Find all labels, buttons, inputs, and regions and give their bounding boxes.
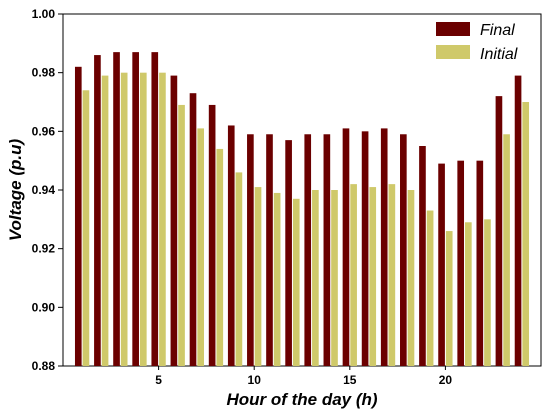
- bar-initial-hour-2: [101, 75, 109, 366]
- x-tick-label: 10: [248, 373, 262, 387]
- bar-final-hour-3: [113, 52, 120, 366]
- bar-final-hour-24: [514, 75, 522, 366]
- bar-initial-hour-7: [197, 128, 204, 366]
- y-axis: 0.88 0.90 0.92 0.94 0.96 0.98 1.00: [32, 7, 63, 373]
- x-axis: 5 10 15 20: [155, 366, 452, 387]
- bar-final-hour-7: [189, 93, 197, 366]
- bar-initial-hour-10: [254, 187, 262, 366]
- bar-initial-hour-22: [484, 219, 491, 366]
- x-tick-label: 5: [155, 373, 162, 387]
- bar-initial-hour-5: [159, 72, 166, 367]
- y-tick-label: 0.98: [32, 66, 56, 80]
- bar-initial-hour-8: [216, 148, 224, 366]
- x-axis-label: Hour of the day (h): [226, 390, 377, 409]
- bar-final-hour-14: [323, 134, 331, 366]
- bar-final-hour-15: [342, 128, 350, 366]
- bar-final-hour-13: [304, 134, 312, 366]
- bar-initial-hour-6: [178, 104, 185, 367]
- bar-final-hour-19: [419, 146, 426, 366]
- bar-initial-hour-3: [120, 72, 128, 367]
- bar-initial-hour-24: [522, 102, 530, 366]
- bar-final-hour-8: [208, 104, 216, 367]
- bar-final-hour-23: [495, 96, 503, 366]
- bar-final-hour-11: [266, 134, 273, 366]
- bar-initial-hour-4: [139, 72, 147, 367]
- bar-initial-hour-16: [369, 187, 377, 366]
- x-tick-label: 20: [439, 373, 453, 387]
- y-axis-label: Voltage (p.u): [6, 139, 25, 242]
- bar-final-hour-12: [285, 140, 292, 366]
- legend-swatch-final: [436, 22, 470, 36]
- bar-initial-hour-13: [312, 190, 319, 366]
- y-tick-label: 0.90: [32, 300, 56, 314]
- bar-final-hour-2: [94, 55, 101, 366]
- bar-final-hour-16: [361, 131, 369, 366]
- bar-initial-hour-11: [273, 192, 281, 366]
- bar-initial-hour-15: [350, 184, 357, 366]
- bar-initial-hour-21: [465, 222, 472, 366]
- bar-final-hour-18: [400, 134, 407, 366]
- bar-initial-hour-17: [388, 184, 396, 366]
- bar-final-hour-10: [247, 134, 254, 366]
- bars-group: [74, 52, 530, 367]
- bar-final-hour-17: [380, 128, 388, 366]
- bar-initial-hour-14: [331, 190, 338, 366]
- bar-initial-hour-18: [407, 190, 415, 366]
- bar-initial-hour-1: [82, 90, 90, 367]
- bar-initial-hour-12: [292, 198, 300, 366]
- bar-initial-hour-20: [445, 231, 453, 366]
- y-tick-label: 1.00: [32, 7, 56, 21]
- bar-final-hour-5: [151, 52, 159, 366]
- y-tick-label: 0.88: [32, 359, 56, 373]
- bar-final-hour-4: [132, 52, 139, 366]
- legend-label-initial: Initial: [480, 46, 518, 63]
- bar-initial-hour-9: [235, 172, 243, 366]
- bar-final-hour-22: [476, 160, 484, 366]
- legend: Final Initial: [436, 22, 518, 63]
- bar-final-hour-20: [438, 163, 445, 366]
- legend-label-final: Final: [480, 22, 515, 39]
- legend-swatch-initial: [436, 45, 470, 59]
- bar-final-hour-21: [457, 160, 465, 366]
- y-tick-label: 0.94: [32, 183, 56, 197]
- bar-final-hour-1: [74, 66, 82, 367]
- y-tick-label: 0.96: [32, 124, 56, 138]
- x-tick-label: 15: [343, 373, 357, 387]
- bar-final-hour-9: [227, 125, 235, 366]
- bar-initial-hour-19: [426, 210, 434, 366]
- y-tick-label: 0.92: [32, 242, 56, 256]
- bar-initial-hour-23: [503, 134, 510, 366]
- bar-final-hour-6: [170, 75, 178, 366]
